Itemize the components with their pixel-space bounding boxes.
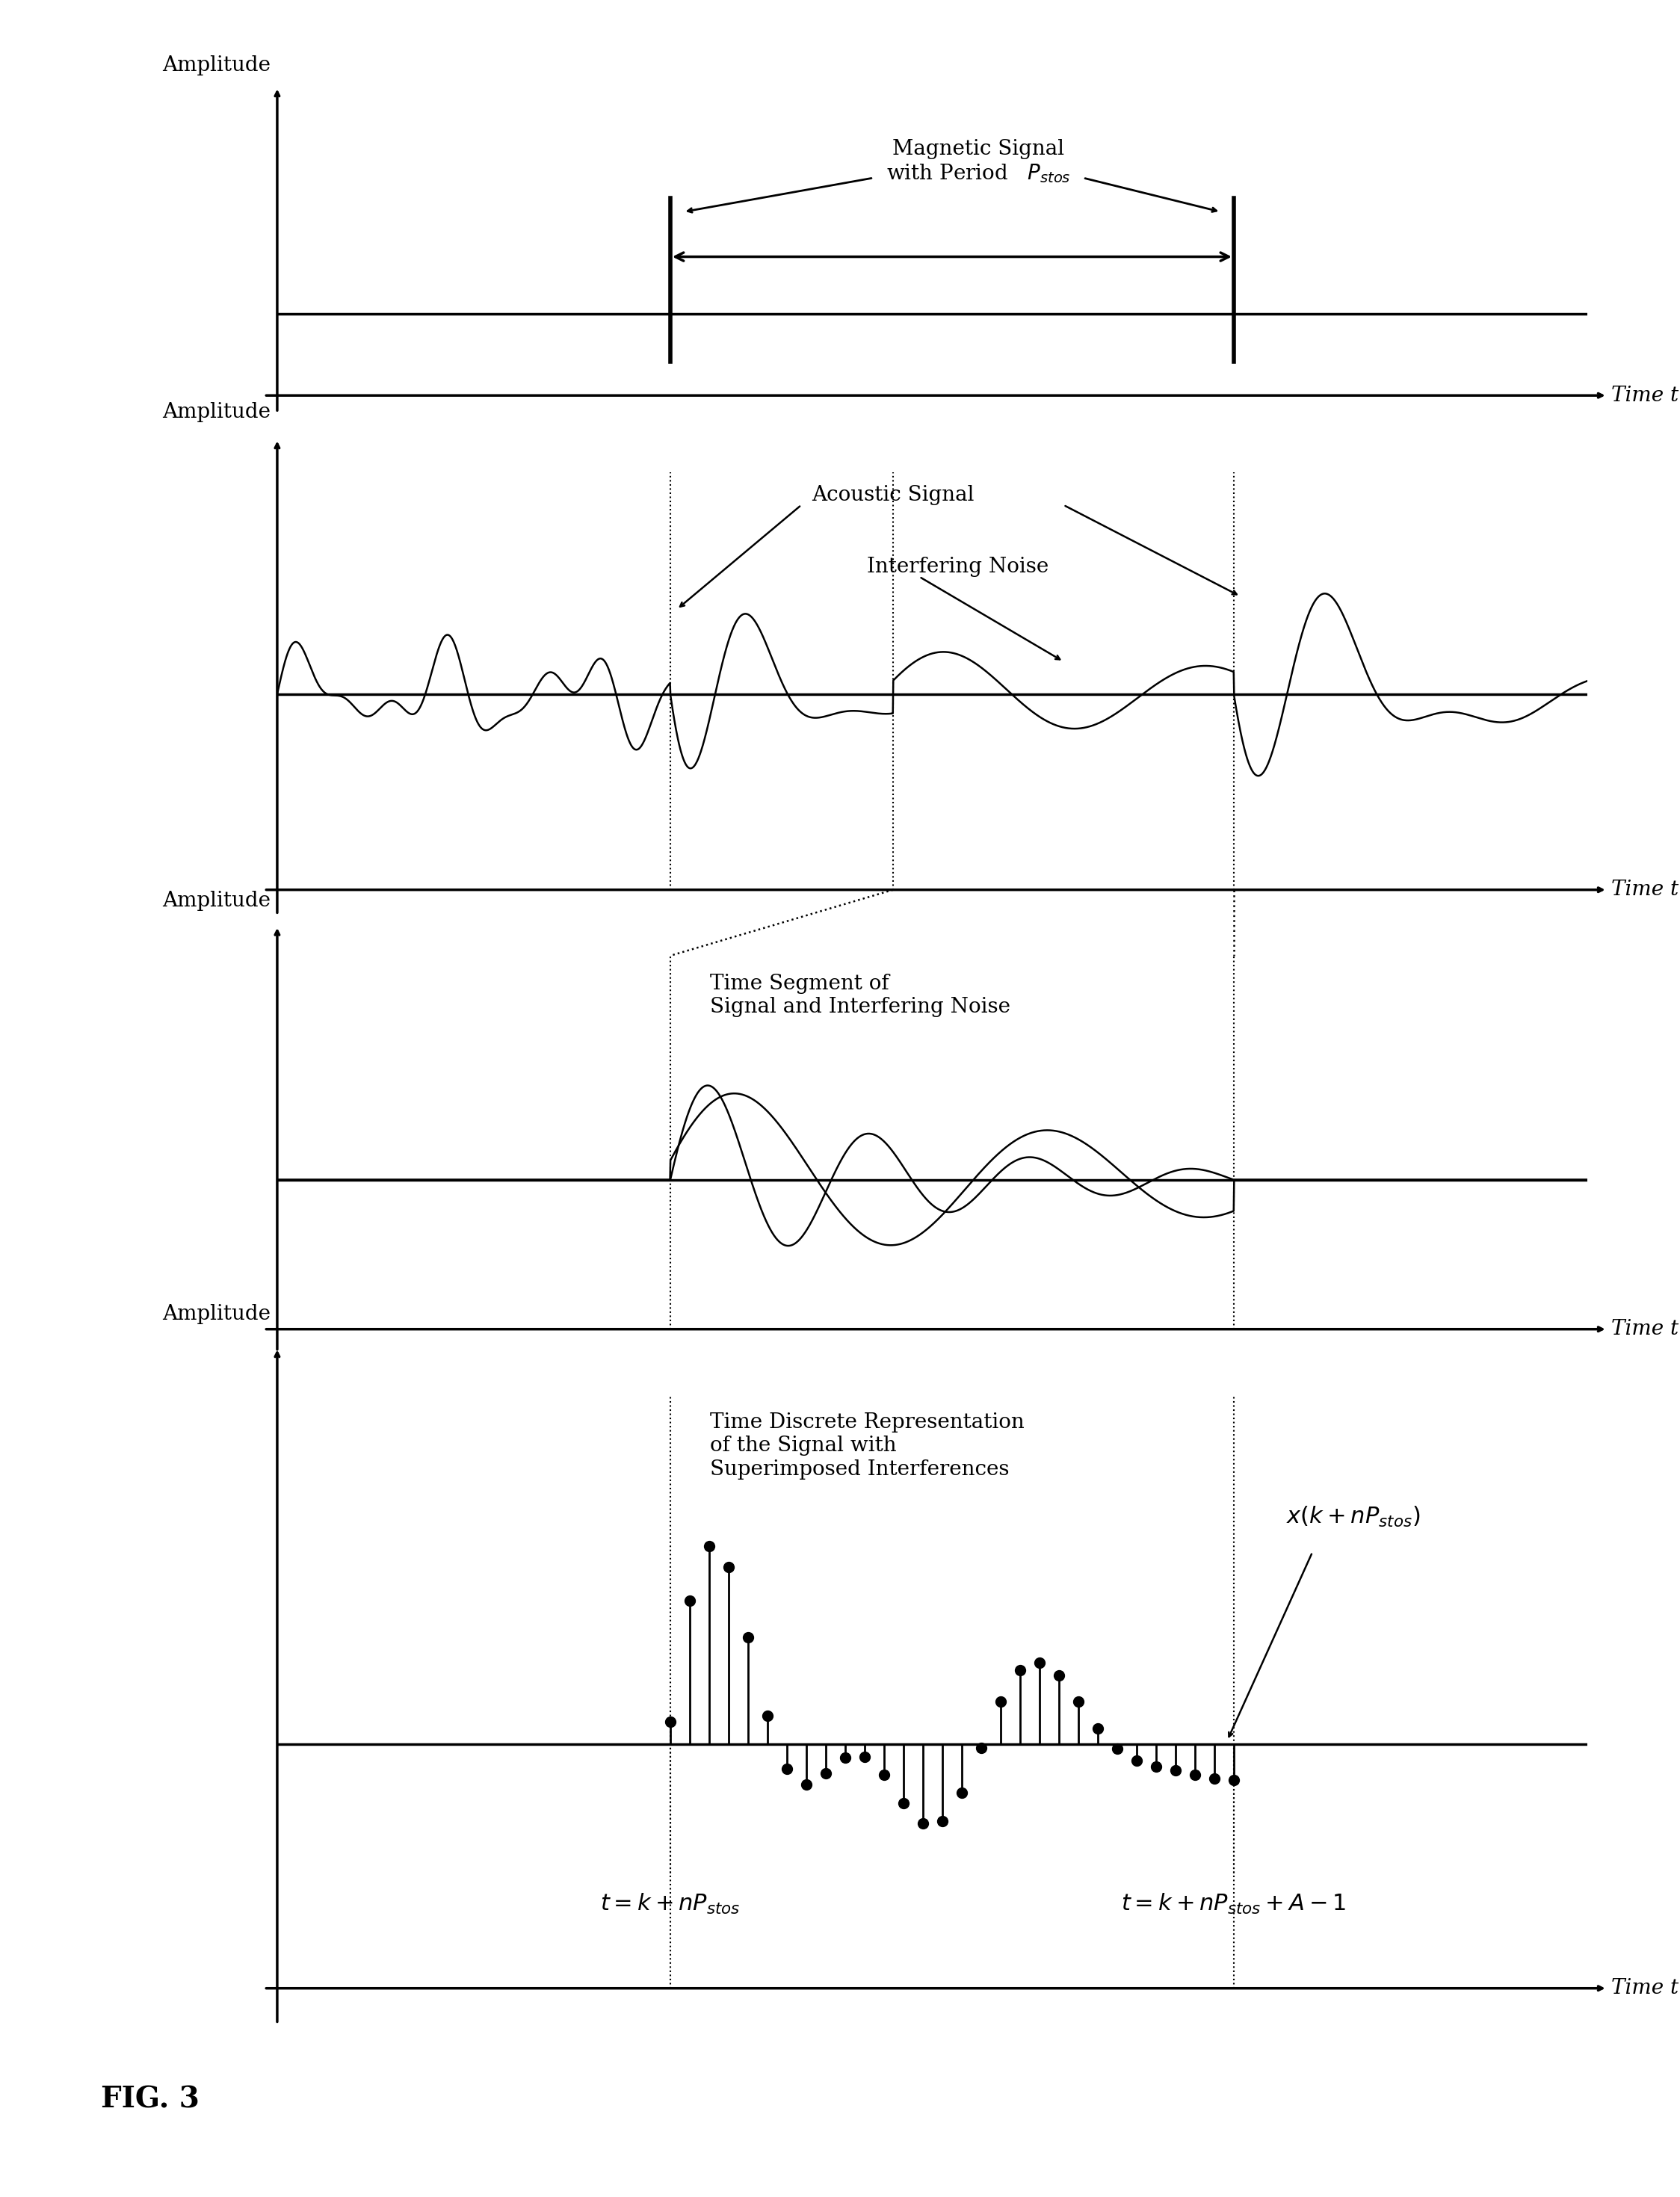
Text: Time Discrete Representation
of the Signal with
Superimposed Interferences: Time Discrete Representation of the Sign… <box>709 1413 1025 1479</box>
Text: Magnetic Signal
with Period   $P_{stos}$: Magnetic Signal with Period $P_{stos}$ <box>885 138 1070 185</box>
Text: $t = k + nP_{stos} + A - 1$: $t = k + nP_{stos} + A - 1$ <box>1121 1892 1346 1916</box>
Text: $x(k + nP_{stos})$: $x(k + nP_{stos})$ <box>1287 1505 1420 1529</box>
Text: Time Segment of
Signal and Interfering Noise: Time Segment of Signal and Interfering N… <box>709 973 1010 1017</box>
Text: Amplitude: Amplitude <box>163 55 270 75</box>
Text: Time t: Time t <box>1611 1318 1678 1340</box>
Text: $t = k + nP_{stos}$: $t = k + nP_{stos}$ <box>600 1892 741 1916</box>
Text: Acoustic Signal: Acoustic Signal <box>811 486 974 505</box>
Text: Interfering Noise: Interfering Noise <box>867 556 1048 578</box>
Text: Amplitude: Amplitude <box>163 890 270 912</box>
Text: Amplitude: Amplitude <box>163 402 270 422</box>
Text: FIG. 3: FIG. 3 <box>101 2085 200 2114</box>
Text: Time t: Time t <box>1611 879 1678 901</box>
Text: Time t: Time t <box>1611 384 1678 406</box>
Text: Amplitude: Amplitude <box>163 1303 270 1325</box>
Text: Time t: Time t <box>1611 1977 1678 1999</box>
